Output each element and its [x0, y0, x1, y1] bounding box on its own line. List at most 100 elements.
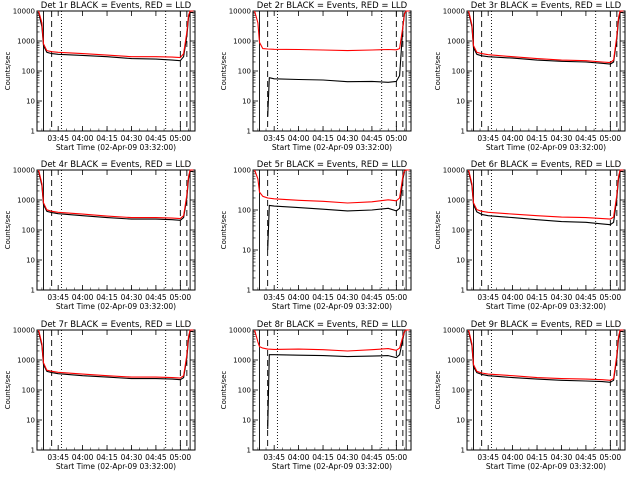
series-line-lld	[468, 169, 624, 220]
y-tick-label: 10000	[443, 167, 465, 175]
series-line-lld	[254, 329, 410, 352]
y-axis-label: Counts/sec	[4, 371, 12, 410]
y-tick-label: 100	[238, 207, 251, 215]
x-axis-label: Start Time (02-Apr-09 03:32:00)	[272, 462, 392, 471]
plot-frame	[466, 329, 626, 451]
y-tick-label: 1	[31, 287, 35, 295]
chart-title: Det 5r BLACK = Events, RED = LLD	[257, 160, 408, 170]
series-line-lld	[254, 169, 410, 204]
y-tick-label: 10000	[13, 8, 35, 16]
x-axis-label: Start Time (02-Apr-09 03:32:00)	[272, 143, 392, 152]
chart-title: Det 8r BLACK = Events, RED = LLD	[257, 320, 408, 330]
y-tick-label: 100	[22, 68, 35, 76]
y-axis-label: Counts/sec	[434, 371, 442, 410]
x-tick-label: 04:00	[72, 293, 94, 302]
plot-frame	[36, 329, 196, 451]
y-tick-label: 1	[31, 128, 35, 136]
y-axis-label: Counts/sec	[434, 211, 442, 250]
x-tick-label: 04:00	[72, 453, 94, 462]
x-tick-label: 03:45	[477, 453, 499, 462]
y-tick-label: 1000	[233, 38, 251, 46]
x-tick-label: 04:00	[502, 453, 524, 462]
x-tick-label: 05:00	[600, 293, 622, 302]
x-axis-label: Start Time (02-Apr-09 03:32:00)	[486, 302, 606, 311]
y-axis-label: Counts/sec	[434, 52, 442, 91]
x-tick-label: 03:45	[477, 134, 499, 143]
x-tick-label: 04:45	[361, 293, 383, 302]
x-tick-label: 04:30	[551, 293, 573, 302]
x-tick-label: 04:15	[312, 134, 334, 143]
series-line-lld	[38, 169, 194, 220]
x-tick-label: 04:30	[121, 293, 143, 302]
x-tick-label: 03:45	[47, 293, 69, 302]
plot-frame	[252, 10, 412, 132]
x-tick-label: 04:15	[526, 293, 548, 302]
y-tick-label: 1000	[447, 197, 465, 205]
x-tick-label: 03:45	[477, 293, 499, 302]
y-tick-label: 1000	[17, 38, 35, 46]
y-tick-label: 10	[456, 98, 465, 106]
x-tick-label: 05:00	[170, 134, 192, 143]
plot-frame	[36, 10, 196, 132]
x-axis-label: Start Time (02-Apr-09 03:32:00)	[56, 462, 176, 471]
x-tick-label: 04:45	[361, 134, 383, 143]
y-tick-label: 100	[22, 387, 35, 395]
x-tick-label: 04:45	[575, 134, 597, 143]
x-tick-label: 04:45	[145, 293, 167, 302]
x-tick-label: 04:45	[575, 453, 597, 462]
y-tick-label: 1000	[447, 357, 465, 365]
y-tick-label: 10	[26, 98, 35, 106]
y-tick-label: 1	[247, 447, 251, 455]
x-tick-label: 04:15	[312, 453, 334, 462]
x-tick-label: 04:45	[361, 453, 383, 462]
chart-panel-4: Det 4r BLACK = Events, RED = LLD 1 10 100 10…	[4, 160, 196, 311]
y-tick-label: 10000	[13, 167, 35, 175]
y-tick-label: 1000	[233, 167, 251, 175]
x-tick-label: 04:15	[312, 293, 334, 302]
chart-title: Det 3r BLACK = Events, RED = LLD	[471, 1, 622, 11]
chart-title: Det 2r BLACK = Events, RED = LLD	[257, 1, 408, 11]
y-axis-label: Counts/sec	[220, 371, 228, 410]
x-axis-label: Start Time (02-Apr-09 03:32:00)	[486, 462, 606, 471]
series-line-events	[267, 331, 406, 430]
x-tick-label: 04:30	[551, 134, 573, 143]
chart-title: Det 4r BLACK = Events, RED = LLD	[41, 160, 192, 170]
x-tick-label: 04:00	[288, 134, 310, 143]
x-tick-label: 04:45	[145, 453, 167, 462]
x-tick-label: 04:30	[551, 453, 573, 462]
x-tick-label: 04:45	[575, 293, 597, 302]
series-line-lld	[38, 10, 194, 59]
y-tick-label: 10	[242, 417, 251, 425]
y-tick-label: 100	[452, 227, 465, 235]
x-tick-label: 04:30	[337, 453, 359, 462]
x-tick-label: 03:45	[263, 134, 285, 143]
chart-title: Det 6r BLACK = Events, RED = LLD	[471, 160, 622, 170]
x-tick-label: 03:45	[263, 293, 285, 302]
x-tick-label: 04:00	[502, 293, 524, 302]
chart-panel-8: Det 8r BLACK = Events, RED = LLD 1 10 100 10…	[220, 320, 412, 471]
y-tick-label: 1000	[17, 357, 35, 365]
y-axis-label: Counts/sec	[4, 52, 12, 91]
y-tick-label: 100	[238, 68, 251, 76]
y-tick-label: 1	[461, 447, 465, 455]
chart-panel-2: Det 2r BLACK = Events, RED = LLD 1 10 100 10…	[220, 1, 412, 152]
y-tick-label: 10000	[229, 327, 251, 335]
x-tick-label: 04:15	[526, 453, 548, 462]
y-tick-label: 10	[242, 98, 251, 106]
x-tick-label: 05:00	[170, 453, 192, 462]
series-line-events	[267, 12, 406, 117]
y-axis-label: Counts/sec	[220, 52, 228, 91]
y-tick-label: 1	[247, 128, 251, 136]
chart-panel-7: Det 7r BLACK = Events, RED = LLD 1 10 100 10…	[4, 320, 196, 471]
series-line-lld	[38, 329, 194, 379]
x-axis-label: Start Time (02-Apr-09 03:32:00)	[56, 143, 176, 152]
y-tick-label: 10	[456, 417, 465, 425]
x-tick-label: 03:45	[263, 453, 285, 462]
y-tick-label: 1	[247, 287, 251, 295]
y-tick-label: 100	[452, 68, 465, 76]
y-tick-label: 10	[242, 247, 251, 255]
x-tick-label: 04:00	[288, 453, 310, 462]
y-tick-label: 10	[456, 257, 465, 265]
x-tick-label: 04:15	[526, 134, 548, 143]
